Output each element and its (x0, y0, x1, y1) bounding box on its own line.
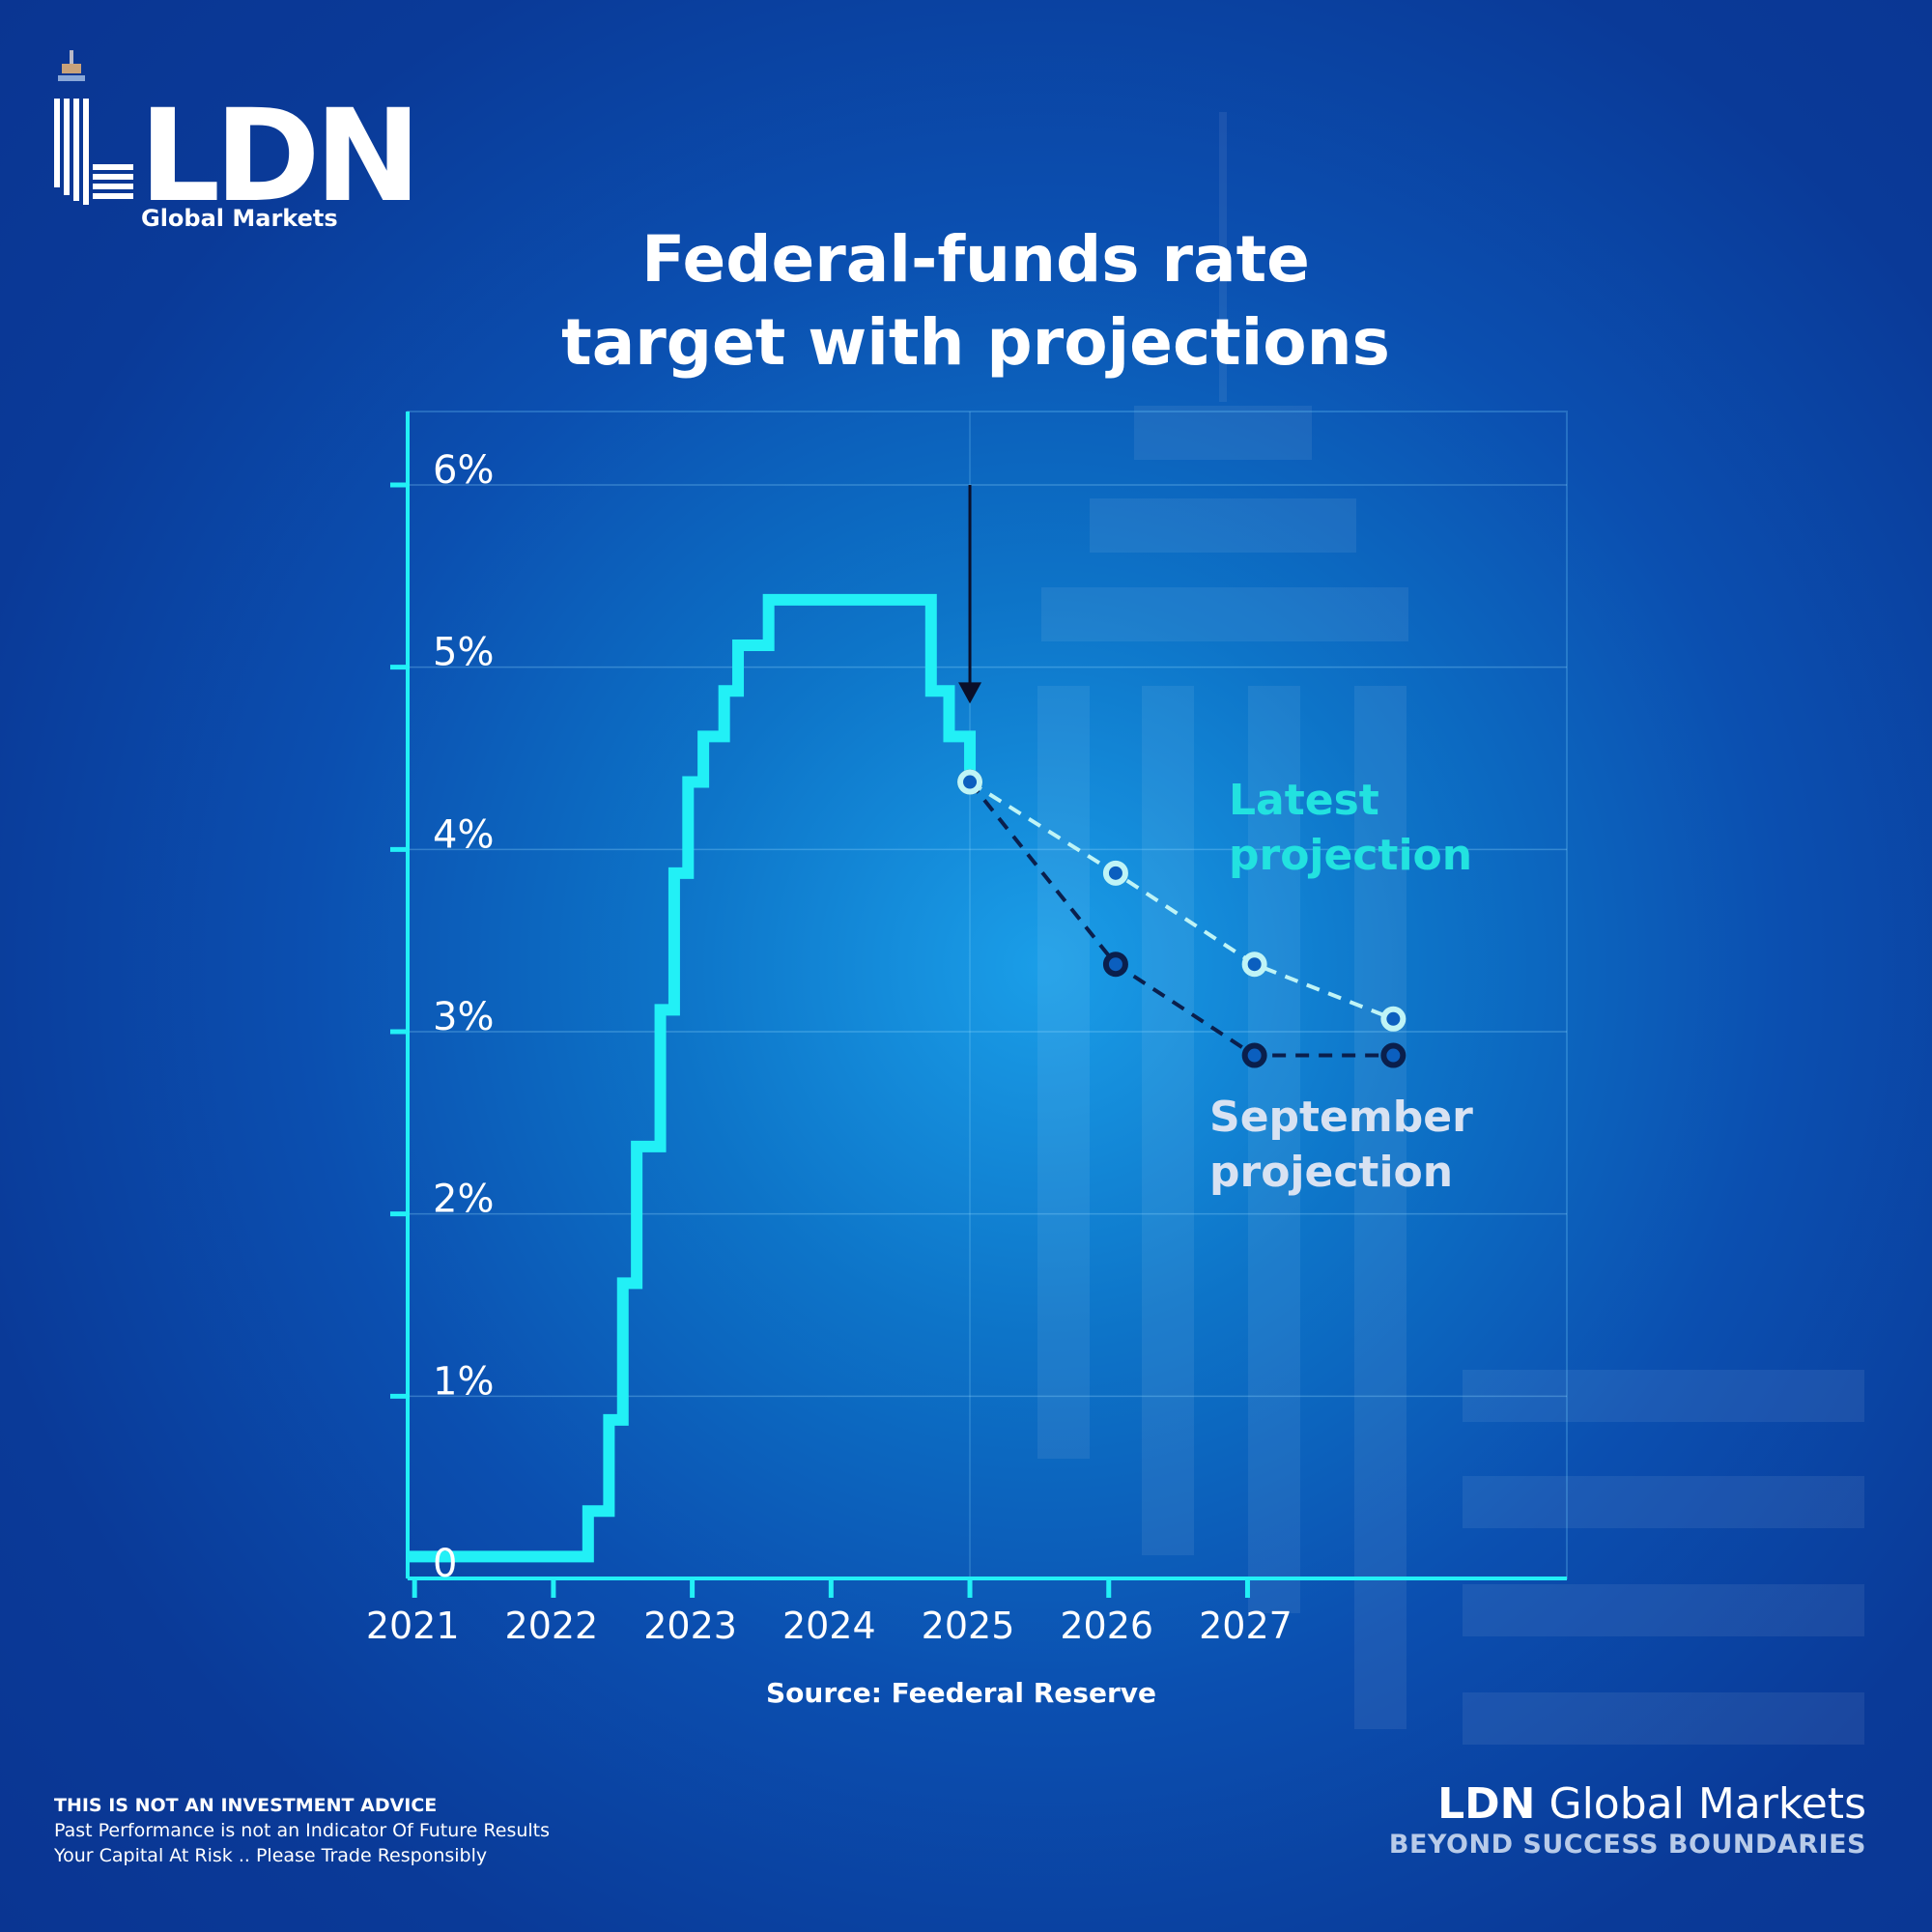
latest-projection-label-line-1: Latest (1229, 776, 1379, 825)
y-tick-label: 4% (433, 812, 494, 857)
bg-deco-spire (1219, 112, 1227, 402)
september-projection-line (968, 781, 1394, 1058)
bg-deco-column-4 (1354, 686, 1406, 1729)
september-projection-point (1241, 1042, 1267, 1068)
chart-title-line-2: target with projections (561, 305, 1390, 380)
september-projection-label-line-1: September (1209, 1093, 1473, 1142)
x-tick-label: 2025 (922, 1605, 1015, 1647)
x-tick-label: 2026 (1060, 1605, 1153, 1647)
september-projection-point (1102, 952, 1128, 978)
disclaimer-line-1: THIS IS NOT AN INVESTMENT ADVICE (54, 1795, 438, 1816)
bg-deco-bar-1 (1134, 406, 1312, 460)
bg-deco-stripe-4 (1463, 1692, 1864, 1745)
chart-source: Source: Feederal Reserve (766, 1677, 1156, 1709)
y-tick-label: 5% (433, 631, 494, 675)
latest-projection-point (957, 769, 983, 795)
september-projection-label: September projection (1209, 1090, 1473, 1200)
x-tick-label: 2023 (643, 1605, 737, 1647)
x-tick-label: 2024 (782, 1605, 876, 1647)
bg-deco-column-2 (1142, 686, 1194, 1555)
footer-tagline: BEYOND SUCCESS BOUNDARIES (1388, 1830, 1866, 1860)
disclaimer-line-3: Your Capital At Risk .. Please Trade Res… (54, 1845, 488, 1866)
bg-deco-stripe-2 (1463, 1476, 1864, 1528)
disclaimer-line-2: Past Performance is not an Indicator Of … (54, 1820, 551, 1841)
latest-projection-point (1380, 1006, 1406, 1032)
y-tick-label: 3% (433, 995, 494, 1039)
logo-subtitle: Global Markets (141, 205, 338, 232)
disclaimer: THIS IS NOT AN INVESTMENT ADVICE Past Pe… (54, 1793, 550, 1868)
y-tick-label: 6% (433, 448, 494, 493)
latest-projection-label-line-2: projection (1229, 831, 1473, 880)
plot-frame (407, 411, 1568, 1579)
latest-projection-point (1241, 952, 1267, 978)
bg-deco-column-1 (1037, 686, 1090, 1459)
september-projection-point (1380, 1042, 1406, 1068)
bg-deco-bar-3 (1041, 587, 1408, 641)
bg-deco-stripe-3 (1463, 1584, 1864, 1636)
september-projection-label-line-2: projection (1209, 1148, 1454, 1197)
bg-deco-bar-2 (1090, 498, 1356, 553)
building-logo-icon (54, 50, 133, 205)
brand-logo: LDN Global Markets (50, 50, 421, 243)
y-tick-label: 2% (433, 1178, 494, 1222)
footer-brand-bold: LDN (1437, 1779, 1536, 1829)
footer-brand-rest: Global Markets (1548, 1779, 1866, 1829)
latest-projection-point (1102, 860, 1128, 886)
arrow-down-icon (958, 682, 982, 704)
x-tick-label: 2027 (1199, 1605, 1293, 1647)
history-rate-line (409, 593, 977, 1563)
bg-deco-stripe-1 (1463, 1370, 1864, 1422)
chart-title-line-1: Federal-funds rate (641, 222, 1310, 297)
footer-brand: LDN Global Markets BEYOND SUCCESS BOUNDA… (1389, 1779, 1866, 1860)
bg-deco-column-3 (1248, 686, 1300, 1613)
footer-brand-name: LDN Global Markets (1389, 1779, 1866, 1830)
y-tick-label: 1% (433, 1359, 494, 1404)
logo-wordmark: LDN (139, 82, 421, 231)
x-tick-label: 2021 (366, 1605, 460, 1647)
y-tick-label: 0 (433, 1542, 457, 1586)
x-tick-label: 2022 (505, 1605, 599, 1647)
latest-projection-label: Latest projection (1229, 773, 1472, 883)
